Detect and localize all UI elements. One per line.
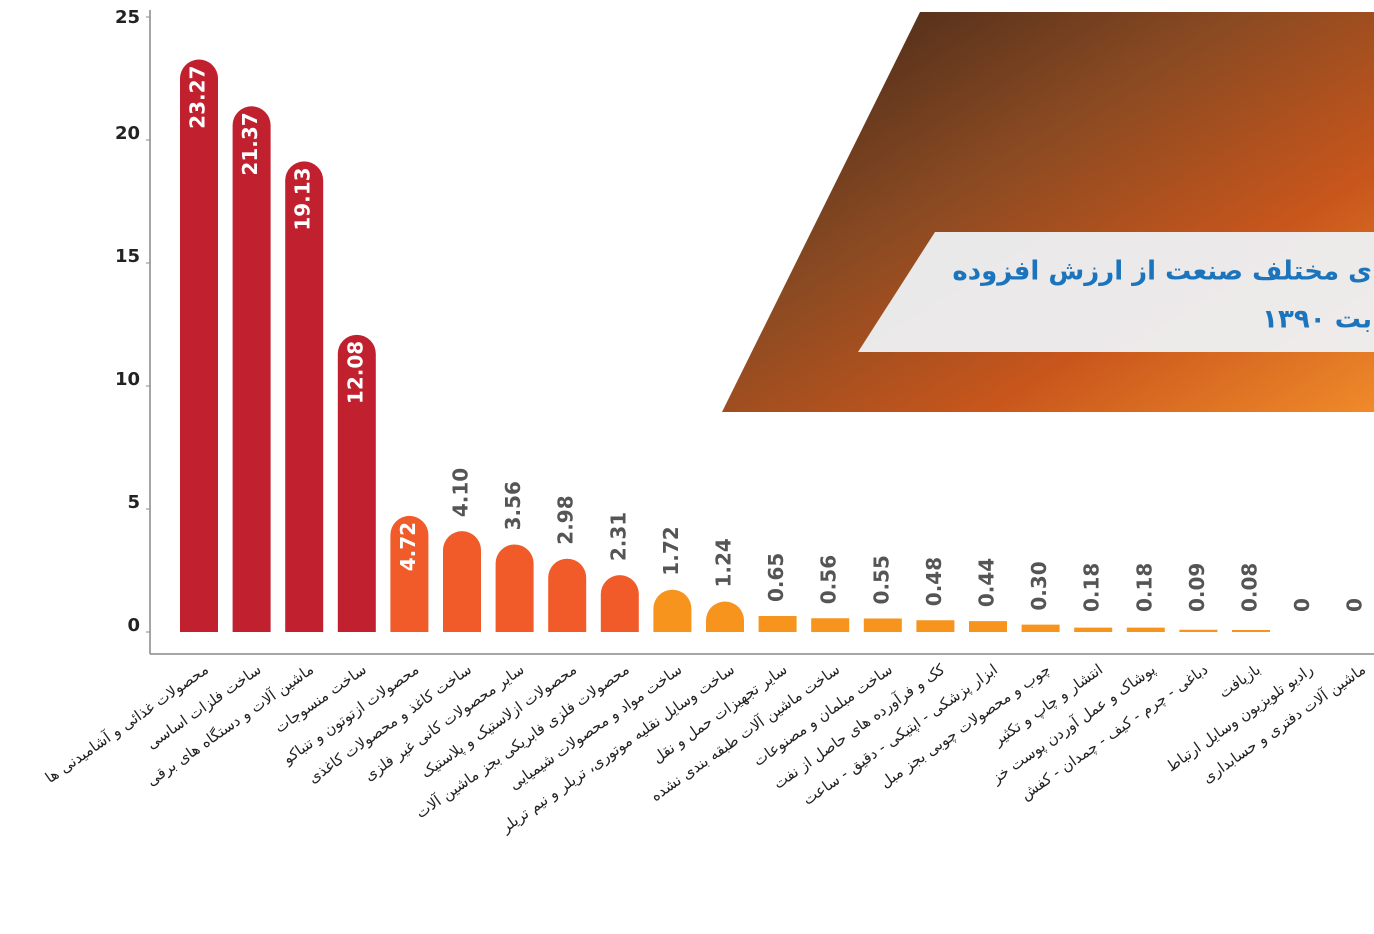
bar	[811, 618, 850, 632]
bar	[548, 558, 587, 632]
bar	[232, 106, 271, 633]
value-label: 3.56	[501, 481, 525, 530]
value-label: 0.18	[1080, 563, 1104, 612]
y-tick-label: 10	[115, 369, 140, 390]
y-tick-label: 20	[115, 123, 140, 144]
title: بت ۱۳۹۰	[1262, 305, 1372, 335]
value-label: 2.31	[606, 512, 630, 561]
value-label: 19.13	[291, 167, 315, 230]
bar	[916, 620, 955, 632]
value-label: 0.55	[869, 555, 893, 604]
bar	[337, 334, 376, 632]
value-label: 0	[1343, 598, 1367, 612]
value-label: 2.98	[554, 495, 578, 544]
bar	[758, 616, 797, 632]
bar	[969, 621, 1007, 632]
y-tick-label: 0	[127, 615, 140, 636]
value-label: 0.30	[1027, 561, 1051, 610]
title: ی مختلف صنعت از ارزش افزوده	[952, 257, 1372, 287]
value-label: 0.18	[1132, 563, 1156, 612]
bar	[443, 531, 481, 632]
value-label: 0.08	[1238, 563, 1262, 612]
bar	[600, 575, 639, 632]
bar	[1021, 624, 1060, 632]
value-label: 0.48	[922, 557, 946, 606]
bar	[1232, 630, 1270, 632]
value-label: 0.56	[817, 555, 841, 604]
value-label: 12.08	[343, 341, 367, 404]
value-label: 4.72	[396, 522, 420, 571]
y-tick-label: 25	[115, 7, 140, 28]
bar	[1179, 629, 1218, 632]
title-box	[858, 232, 1374, 352]
value-label: 1.24	[712, 538, 736, 587]
y-tick-label: 15	[115, 246, 140, 267]
bar	[1126, 627, 1165, 632]
y-tick-label: 5	[127, 492, 140, 513]
value-label: 0.65	[764, 553, 788, 602]
value-label: 0.09	[1185, 563, 1209, 612]
value-label: 0	[1290, 598, 1314, 612]
value-label: 23.27	[186, 66, 210, 129]
value-label: 21.37	[238, 112, 262, 175]
bar	[180, 59, 218, 633]
value-label: 0.44	[975, 558, 999, 607]
value-label: 1.72	[659, 526, 683, 575]
bar	[495, 544, 534, 632]
bar	[863, 618, 902, 632]
bar	[653, 589, 692, 632]
bar	[706, 601, 744, 632]
bar	[285, 161, 324, 633]
bar	[1074, 627, 1113, 632]
bar	[390, 515, 429, 632]
value-label: 4.10	[449, 468, 473, 517]
